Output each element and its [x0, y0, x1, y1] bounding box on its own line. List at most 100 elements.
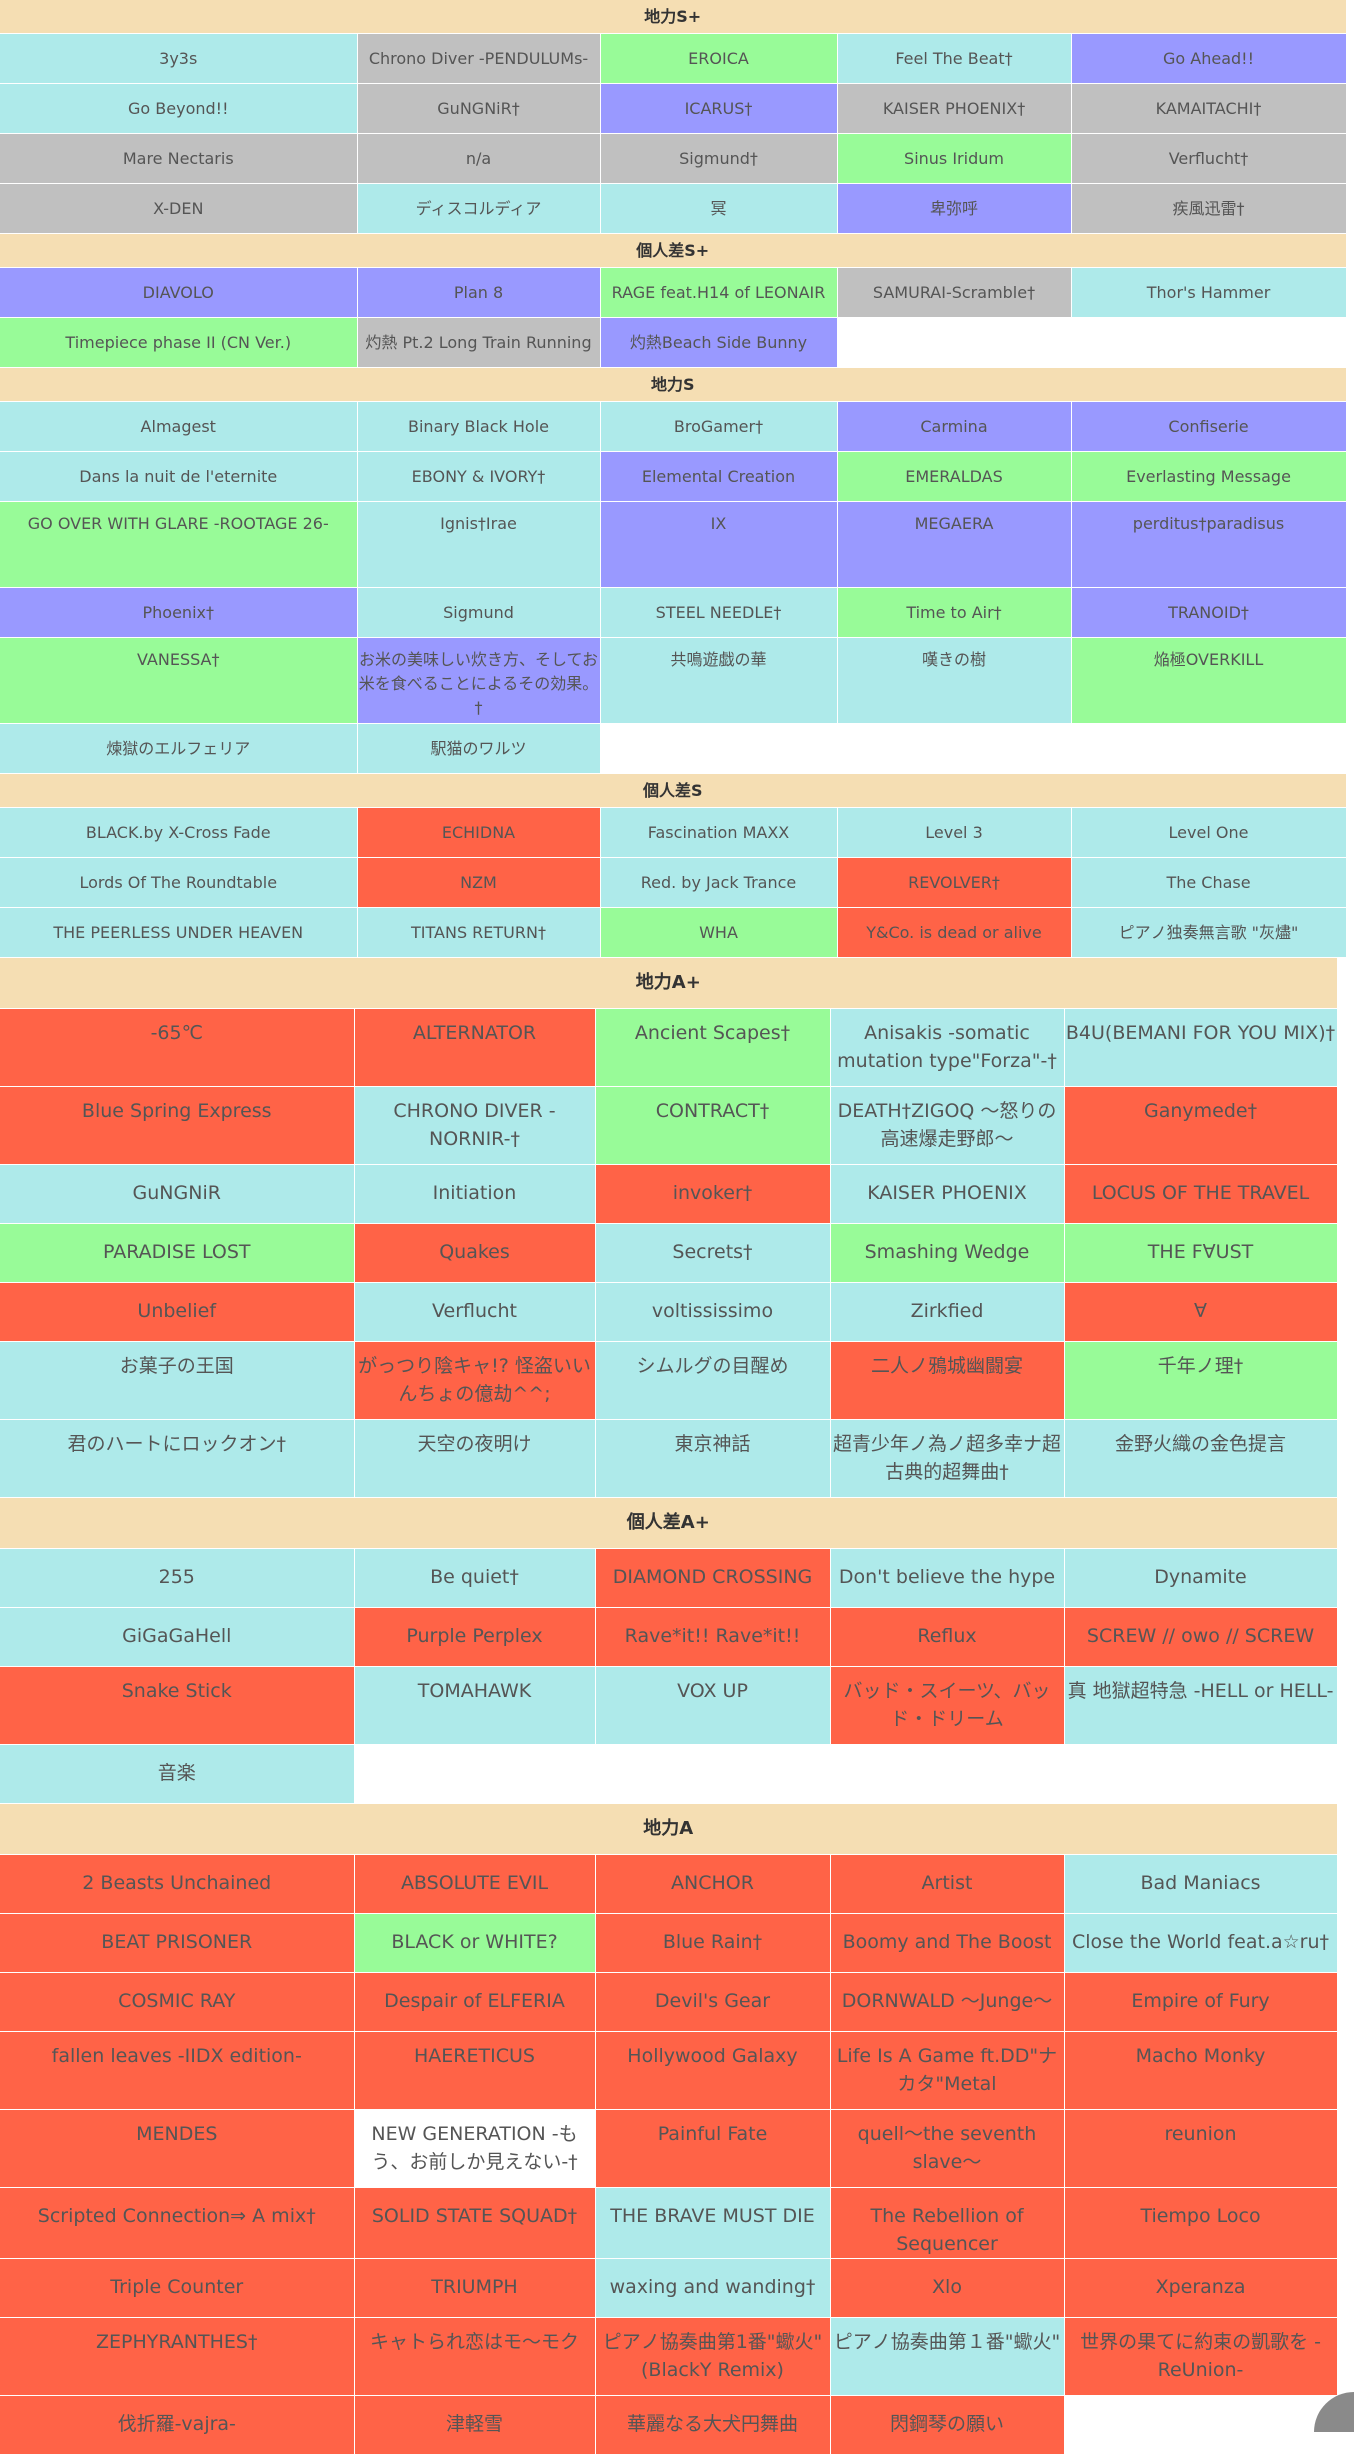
song-cell[interactable]: waxing and wanding† [595, 2258, 831, 2318]
song-cell[interactable]: 3y3s [0, 33, 358, 84]
song-cell[interactable]: Close the World feat.a☆ru† [1064, 1913, 1338, 1973]
song-cell[interactable]: Level 3 [837, 807, 1072, 858]
song-cell[interactable]: MEGAERA [837, 501, 1072, 588]
song-cell[interactable]: REVOLVER† [837, 857, 1072, 908]
song-cell[interactable]: HAERETICUS [354, 2031, 596, 2110]
song-cell[interactable]: n/a [357, 133, 601, 184]
song-cell[interactable]: シムルグの目醒め [595, 1341, 831, 1420]
song-cell[interactable]: TRANOID† [1071, 587, 1347, 638]
song-cell[interactable]: Boomy and The Boost [830, 1913, 1065, 1973]
song-cell[interactable]: Ancient Scapes† [595, 1008, 831, 1087]
song-cell[interactable]: 華麗なる大犬円舞曲 [595, 2395, 831, 2455]
song-cell[interactable]: invoker† [595, 1164, 831, 1224]
song-cell[interactable]: Binary Black Hole [357, 401, 601, 452]
song-cell[interactable]: ANCHOR [595, 1854, 831, 1914]
song-cell[interactable]: Despair of ELFERIA [354, 1972, 596, 2032]
song-cell[interactable]: Artist [830, 1854, 1065, 1914]
song-cell[interactable]: Blue Spring Express [0, 1086, 355, 1165]
song-cell[interactable]: THE BRAVE MUST DIE [595, 2187, 831, 2259]
song-cell[interactable]: Plan 8 [357, 267, 601, 318]
song-cell[interactable]: Reflux [830, 1607, 1065, 1667]
song-cell[interactable]: BLACK.by X-Cross Fade [0, 807, 358, 858]
song-cell[interactable]: ディスコルディア [357, 183, 601, 234]
song-cell[interactable]: THE PEERLESS UNDER HEAVEN [0, 907, 358, 958]
song-cell[interactable]: Verflucht [354, 1282, 596, 1342]
song-cell[interactable]: RAGE feat.H14 of LEONAIR [600, 267, 838, 318]
song-cell[interactable]: NEW GENERATION -もう、お前しか見えない-† [354, 2109, 596, 2188]
song-cell[interactable]: 嘆きの樹 [837, 637, 1072, 724]
song-cell[interactable]: TRIUMPH [354, 2258, 596, 2318]
song-cell[interactable]: DEATH†ZIGOQ ～怒りの高速爆走野郎～ [830, 1086, 1065, 1165]
song-cell[interactable]: BroGamer† [600, 401, 838, 452]
song-cell[interactable]: 共鳴遊戯の華 [600, 637, 838, 724]
song-cell[interactable]: VANESSA† [0, 637, 358, 724]
song-cell[interactable]: Initiation [354, 1164, 596, 1224]
song-cell[interactable]: VOX UP [595, 1666, 831, 1745]
song-cell[interactable]: 灼熱Beach Side Bunny [600, 317, 838, 368]
song-cell[interactable]: Almagest [0, 401, 358, 452]
song-cell[interactable]: Devil's Gear [595, 1972, 831, 2032]
song-cell[interactable]: The Chase [1071, 857, 1347, 908]
song-cell[interactable]: Unbelief [0, 1282, 355, 1342]
song-cell[interactable]: perditus†paradisus [1071, 501, 1347, 588]
song-cell[interactable]: Elemental Creation [600, 451, 838, 502]
song-cell[interactable]: Life Is A Game ft.DD"ナカタ"Metal [830, 2031, 1065, 2110]
song-cell[interactable]: Lords Of The Roundtable [0, 857, 358, 908]
song-cell[interactable]: Anisakis -somatic mutation type"Forza"-† [830, 1008, 1065, 1087]
song-cell[interactable]: 津軽雪 [354, 2395, 596, 2455]
song-cell[interactable]: EBONY & IVORY† [357, 451, 601, 502]
song-cell[interactable]: voltississimo [595, 1282, 831, 1342]
song-cell[interactable]: 東京神話 [595, 1419, 831, 1498]
song-cell[interactable]: KAISER PHOENIX† [837, 83, 1072, 134]
song-cell[interactable]: Chrono Diver -PENDULUMs- [357, 33, 601, 84]
song-cell[interactable]: LOCUS OF THE TRAVEL [1064, 1164, 1338, 1224]
song-cell[interactable]: STEEL NEEDLE† [600, 587, 838, 638]
song-cell[interactable]: quell～the seventh slave～ [830, 2109, 1065, 2188]
song-cell[interactable]: ABSOLUTE EVIL [354, 1854, 596, 1914]
song-cell[interactable]: 255 [0, 1548, 355, 1608]
song-cell[interactable]: 駅猫のワルツ [357, 723, 601, 774]
song-cell[interactable]: KAMAITACHI† [1071, 83, 1347, 134]
song-cell[interactable]: SAMURAI-Scramble† [837, 267, 1072, 318]
song-cell[interactable]: Bad Maniacs [1064, 1854, 1338, 1914]
song-cell[interactable]: DORNWALD ～Junge～ [830, 1972, 1065, 2032]
song-cell[interactable]: GiGaGaHell [0, 1607, 355, 1667]
song-cell[interactable]: Scripted Connection⇒ A mix† [0, 2187, 355, 2259]
song-cell[interactable]: Dynamite [1064, 1548, 1338, 1608]
song-cell[interactable]: 金野火織の金色提言 [1064, 1419, 1338, 1498]
song-cell[interactable]: TITANS RETURN† [357, 907, 601, 958]
song-cell[interactable]: The Rebellion of Sequencer [830, 2187, 1065, 2259]
song-cell[interactable]: BLACK or WHITE? [354, 1913, 596, 1973]
song-cell[interactable]: 冥 [600, 183, 838, 234]
song-cell[interactable]: Everlasting Message [1071, 451, 1347, 502]
song-cell[interactable]: MENDES [0, 2109, 355, 2188]
song-cell[interactable]: Xlo [830, 2258, 1065, 2318]
song-cell[interactable]: 千年ノ理† [1064, 1341, 1338, 1420]
song-cell[interactable]: Macho Monky [1064, 2031, 1338, 2110]
song-cell[interactable]: EMERALDAS [837, 451, 1072, 502]
song-cell[interactable]: Empire of Fury [1064, 1972, 1338, 2032]
song-cell[interactable]: SCREW // owo // SCREW [1064, 1607, 1338, 1667]
song-cell[interactable]: IX [600, 501, 838, 588]
song-cell[interactable]: Be quiet† [354, 1548, 596, 1608]
song-cell[interactable]: 真 地獄超特急 -HELL or HELL- [1064, 1666, 1338, 1745]
song-cell[interactable]: 灼熱 Pt.2 Long Train Running [357, 317, 601, 368]
song-cell[interactable]: BEAT PRISONER [0, 1913, 355, 1973]
song-cell[interactable]: お米の美味しい炊き方、そしてお米を食べることによるその効果。† [357, 637, 601, 724]
song-cell[interactable]: がっつり陰キャ!? 怪盗いいんちょの億劫^^; [354, 1341, 596, 1420]
song-cell[interactable]: ECHIDNA [357, 807, 601, 858]
song-cell[interactable]: THE F∀UST [1064, 1223, 1338, 1283]
song-cell[interactable]: 超青少年ノ為ノ超多幸ナ超古典的超舞曲† [830, 1419, 1065, 1498]
song-cell[interactable]: Phoenix† [0, 587, 358, 638]
song-cell[interactable]: CHRONO DIVER -NORNIR-† [354, 1086, 596, 1165]
song-cell[interactable]: Hollywood Galaxy [595, 2031, 831, 2110]
song-cell[interactable]: ALTERNATOR [354, 1008, 596, 1087]
song-cell[interactable]: 伐折羅-vajra- [0, 2395, 355, 2455]
song-cell[interactable]: SOLID STATE SQUAD† [354, 2187, 596, 2259]
song-cell[interactable]: Mare Nectaris [0, 133, 358, 184]
song-cell[interactable]: ICARUS† [600, 83, 838, 134]
song-cell[interactable]: 煉獄のエルフェリア [0, 723, 358, 774]
song-cell[interactable]: Fascination MAXX [600, 807, 838, 858]
song-cell[interactable]: 天空の夜明け [354, 1419, 596, 1498]
song-cell[interactable]: X-DEN [0, 183, 358, 234]
